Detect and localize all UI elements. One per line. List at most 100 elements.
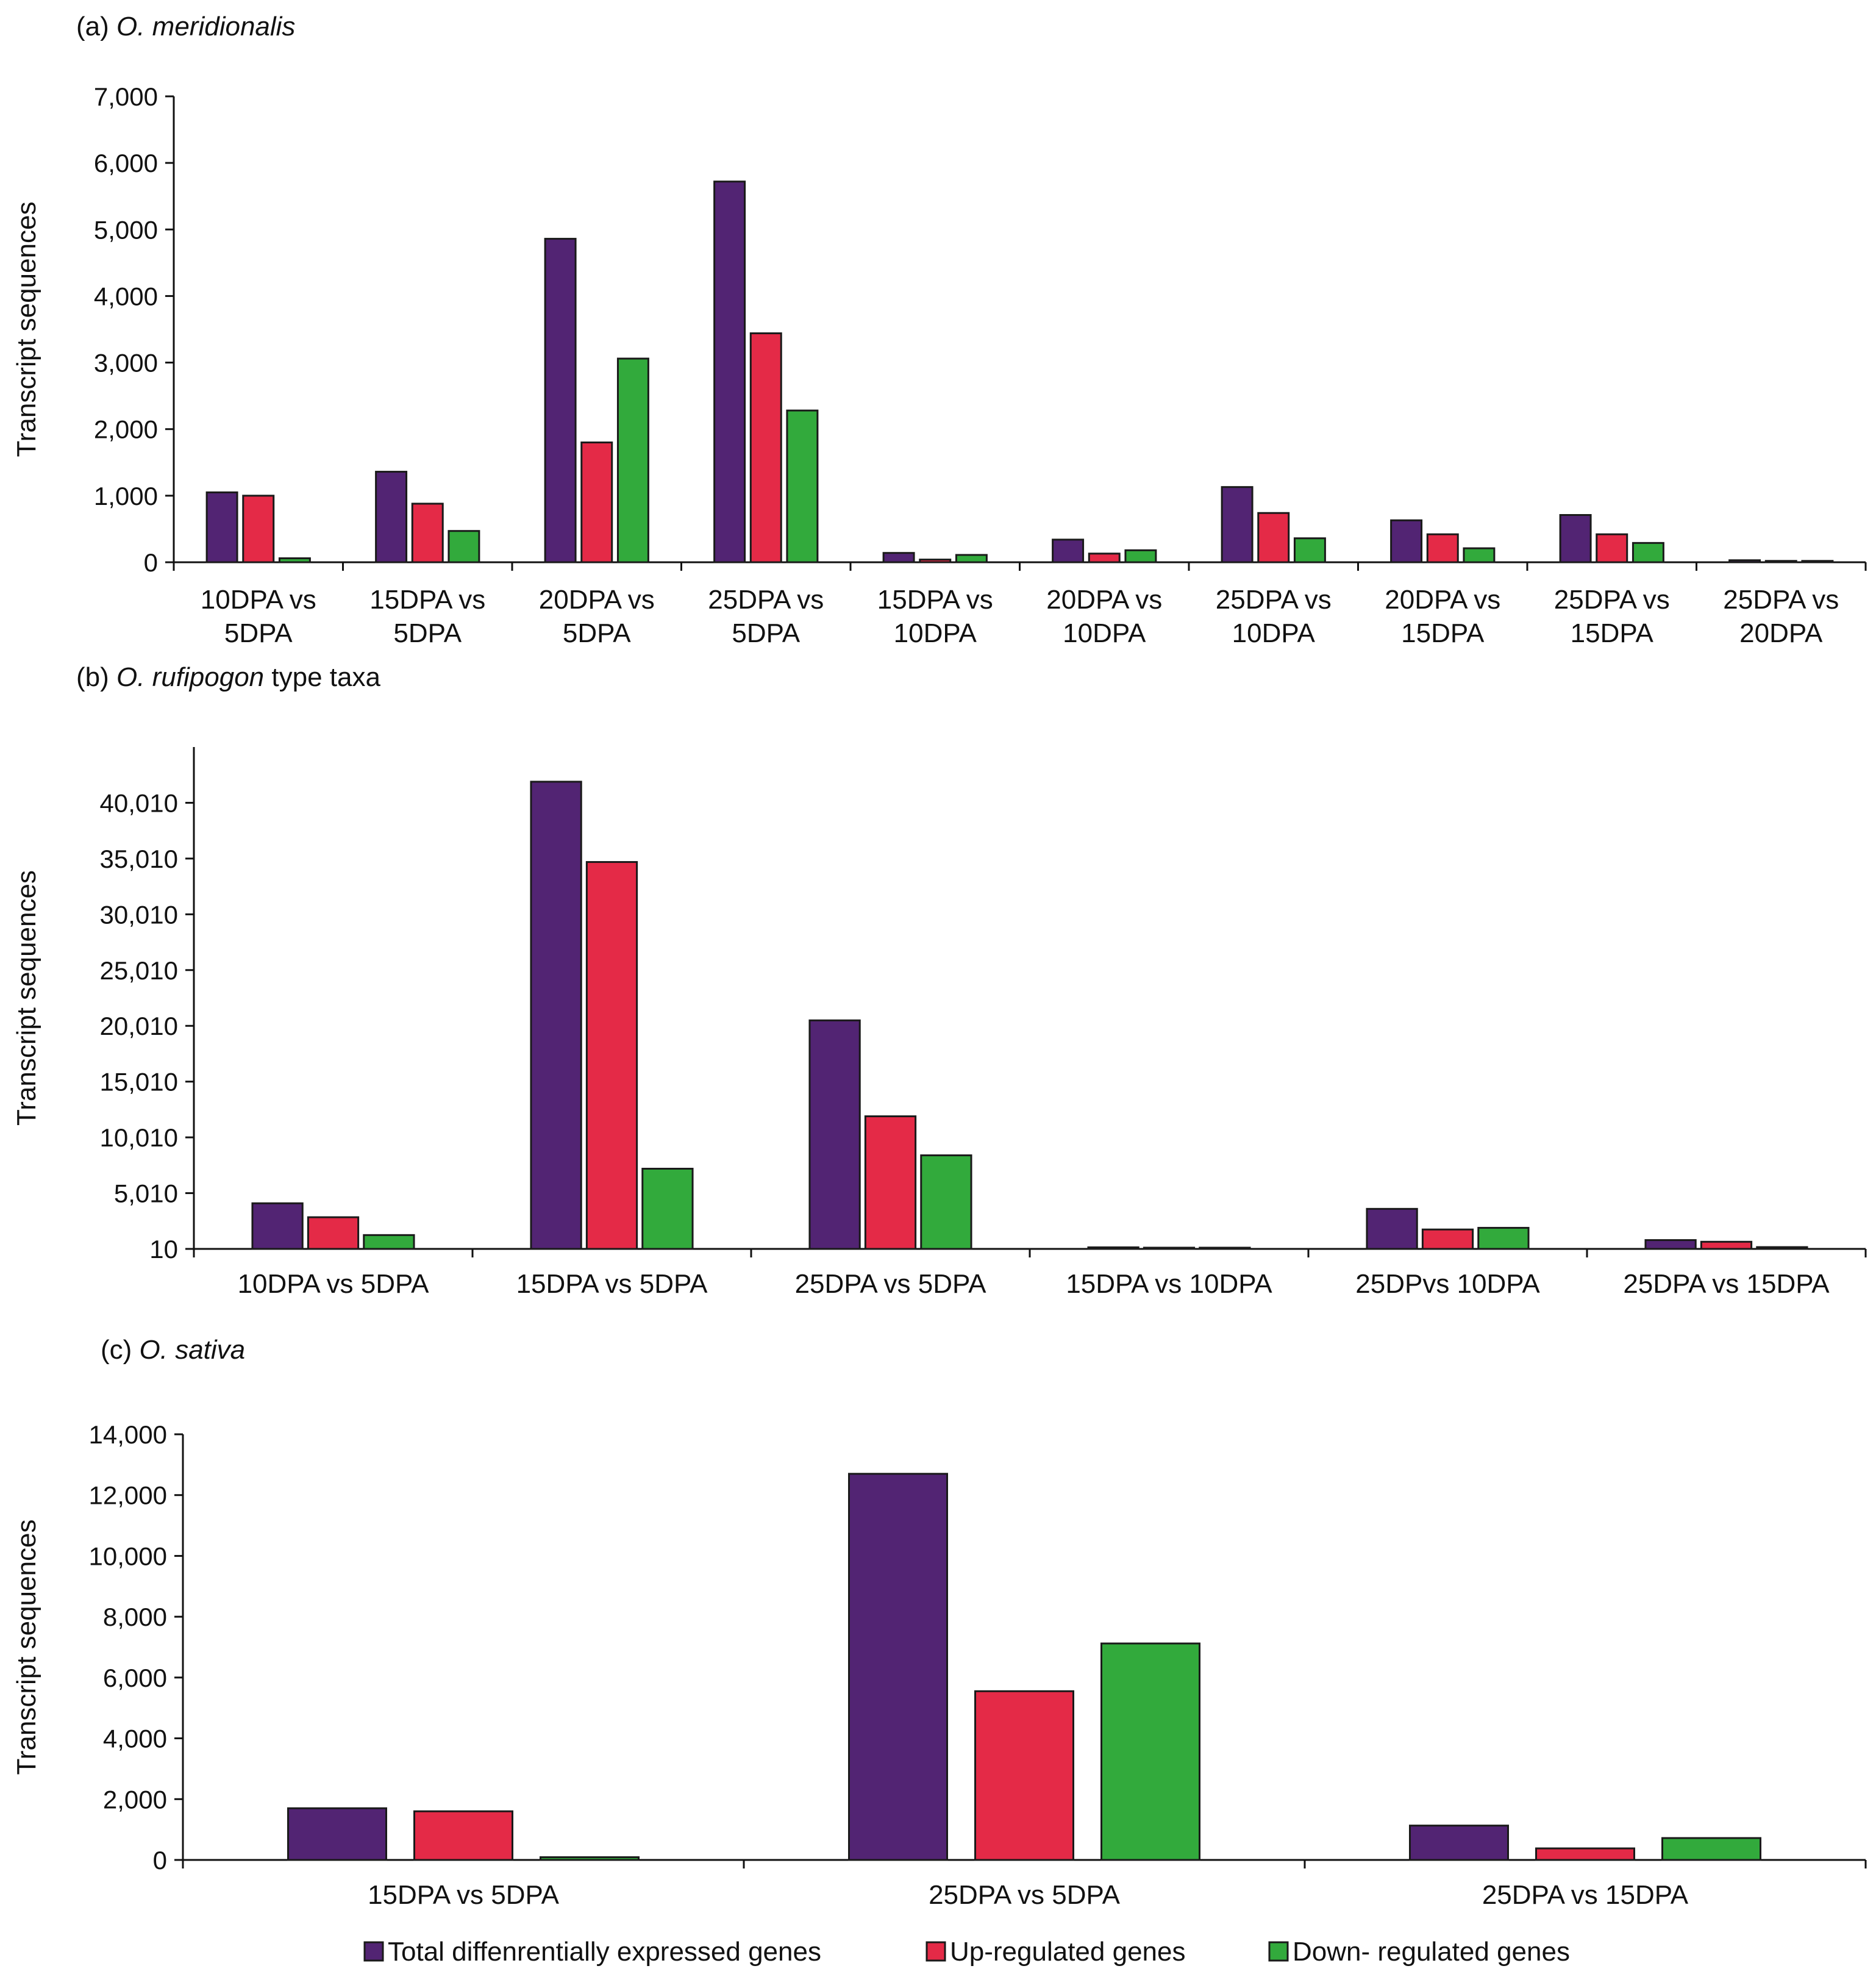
- category-label: 20DPA vs 15DPA: [1385, 585, 1500, 648]
- panel-title: (b) O. rufipogon type taxa: [76, 662, 380, 692]
- bar-total-diffenrentially-expressed-genes: [1409, 1825, 1509, 1861]
- y-tick-label: 35,010: [100, 845, 178, 873]
- bar-up-regulated-genes: [413, 1810, 513, 1861]
- category-label: 25DPA vs 10DPA: [1216, 585, 1332, 648]
- y-axis-label: Transcript sequences: [12, 1519, 41, 1775]
- panel-title: (c) O. sativa: [101, 1335, 245, 1365]
- bar-total-diffenrentially-expressed-genes: [1087, 1246, 1140, 1250]
- y-tick-label: 4,000: [103, 1725, 167, 1753]
- y-tick-label: 25,010: [100, 956, 178, 985]
- category-label: 10DPA vs 5DPA: [201, 585, 316, 648]
- panel-a: (a) O. meridionalis Transcript sequences 0…: [12, 12, 1867, 648]
- bar-total-diffenrentially-expressed-genes: [375, 471, 408, 563]
- y-tick-label: 3,000: [94, 349, 158, 377]
- category-label: 25DPA vs 15DPA: [1623, 1269, 1830, 1299]
- bar-total-diffenrentially-expressed-genes: [1390, 519, 1423, 563]
- bar-total-diffenrentially-expressed-genes: [808, 1019, 861, 1250]
- y-tick-label: 30,010: [100, 900, 178, 929]
- bar-down-regulated-genes: [955, 554, 988, 563]
- bar-down-regulated-genes: [1801, 560, 1834, 563]
- category-label: 25DPA vs 15DPA: [1482, 1880, 1689, 1910]
- bar-down-regulated-genes: [1661, 1837, 1761, 1861]
- y-tick-label: 6,000: [103, 1664, 167, 1692]
- bar-down-regulated-genes: [363, 1234, 415, 1250]
- bar-up-regulated-genes: [919, 559, 952, 563]
- category-label: 20DPA vs 10DPA: [1046, 585, 1162, 648]
- bar-down-regulated-genes: [1463, 547, 1496, 563]
- y-tick-label: 0: [144, 548, 158, 577]
- bar-total-diffenrentially-expressed-genes: [848, 1473, 948, 1861]
- category-label: 25DPA vs 15DPA: [1554, 585, 1670, 648]
- category-label: 15DPA vs 5DPA: [516, 1269, 708, 1299]
- bar-total-diffenrentially-expressed-genes: [1559, 514, 1592, 563]
- bar-down-regulated-genes: [1124, 549, 1157, 563]
- category-label: 20DPA vs 5DPA: [539, 585, 655, 648]
- bar-up-regulated-genes: [974, 1690, 1074, 1861]
- bar-up-regulated-genes: [1088, 552, 1121, 563]
- bar-up-regulated-genes: [580, 442, 613, 563]
- panel-title: (a) O. meridionalis: [76, 12, 295, 41]
- bar-total-diffenrentially-expressed-genes: [1221, 486, 1254, 563]
- y-tick-label: 2,000: [94, 415, 158, 444]
- y-axis-label: Transcript sequences: [12, 201, 41, 457]
- category-label: 15DPA vs 10DPA: [877, 585, 993, 648]
- category-label: 25DPA vs 5DPA: [929, 1880, 1120, 1910]
- y-tick-label: 40,010: [100, 788, 178, 817]
- legend-swatch: [926, 1941, 946, 1962]
- bar-up-regulated-genes: [1764, 560, 1797, 563]
- y-tick-label: 6,000: [94, 149, 158, 177]
- bar-total-diffenrentially-expressed-genes: [1644, 1239, 1697, 1250]
- y-tick-label: 1,000: [94, 482, 158, 510]
- y-tick-label: 14,000: [89, 1420, 167, 1449]
- bar-up-regulated-genes: [1257, 512, 1290, 563]
- bar-total-diffenrentially-expressed-genes: [1728, 559, 1761, 563]
- bar-up-regulated-genes: [1143, 1246, 1196, 1250]
- bar-up-regulated-genes: [242, 495, 275, 563]
- bar-total-diffenrentially-expressed-genes: [544, 238, 577, 563]
- bar-down-regulated-genes: [1632, 542, 1664, 563]
- legend-swatch: [1268, 1941, 1289, 1962]
- bar-up-regulated-genes: [585, 861, 638, 1250]
- bar-down-regulated-genes: [920, 1154, 972, 1250]
- bar-up-regulated-genes: [1426, 533, 1459, 563]
- bar-up-regulated-genes: [1700, 1240, 1753, 1250]
- legend: Total diffenrentially expressed genes Up-…: [363, 1937, 1570, 1967]
- bar-total-diffenrentially-expressed-genes: [713, 181, 746, 563]
- y-tick-label: 20,010: [100, 1012, 178, 1040]
- bar-up-regulated-genes: [1535, 1847, 1635, 1861]
- category-label: 15DPA vs 5DPA: [368, 1880, 559, 1910]
- bar-down-regulated-genes: [641, 1168, 694, 1250]
- y-tick-label: 10,000: [89, 1542, 167, 1570]
- category-label: 25DPA vs 20DPA: [1723, 585, 1839, 648]
- y-tick-label: 0: [153, 1846, 167, 1875]
- panel-b: (b) O. rufipogon type taxa Transcript seq…: [12, 662, 1867, 1299]
- bar-down-regulated-genes: [1477, 1226, 1530, 1250]
- bar-total-diffenrentially-expressed-genes: [287, 1807, 387, 1861]
- category-label: 25DPA vs 5DPA: [708, 585, 824, 648]
- legend-label: Up-regulated genes: [950, 1937, 1185, 1967]
- legend-label: Total diffenrentially expressed genes: [388, 1937, 821, 1967]
- bar-down-regulated-genes: [448, 530, 480, 563]
- y-tick-label: 10,010: [100, 1123, 178, 1152]
- y-tick-label: 12,000: [89, 1481, 167, 1510]
- bar-total-diffenrentially-expressed-genes: [251, 1202, 304, 1250]
- bar-down-regulated-genes: [1100, 1642, 1200, 1861]
- y-tick-label: 10: [149, 1235, 178, 1264]
- y-tick-label: 8,000: [103, 1603, 167, 1631]
- panel-c: (c) O. sativa Transcript sequences 0 2,000 4…: [12, 1335, 1867, 1910]
- bar-total-diffenrentially-expressed-genes: [882, 552, 915, 563]
- bar-up-regulated-genes: [411, 502, 444, 563]
- bar-down-regulated-genes: [1293, 537, 1326, 563]
- bar-up-regulated-genes: [1596, 533, 1628, 563]
- bar-total-diffenrentially-expressed-genes: [1052, 538, 1085, 563]
- legend-label: Down- regulated genes: [1293, 1937, 1570, 1967]
- bar-down-regulated-genes: [1756, 1246, 1808, 1250]
- bar-total-diffenrentially-expressed-genes: [530, 781, 582, 1250]
- y-tick-label: 7,000: [94, 82, 158, 111]
- bar-total-diffenrentially-expressed-genes: [205, 491, 238, 563]
- y-axis-label: Transcript sequences: [12, 870, 41, 1126]
- y-tick-label: 5,010: [114, 1179, 178, 1208]
- category-label: 25DPA vs 5DPA: [795, 1269, 986, 1299]
- bar-down-regulated-genes: [278, 557, 311, 563]
